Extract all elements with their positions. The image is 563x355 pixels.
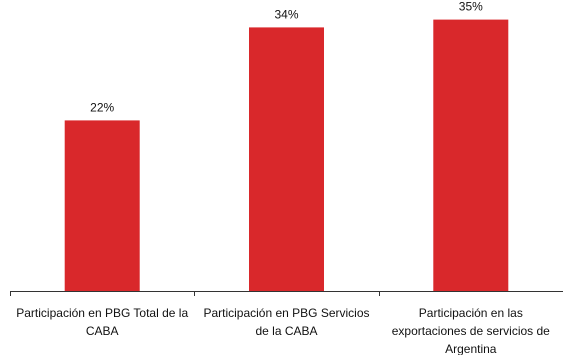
category-label-line: Participación en PBG Total de la bbox=[16, 306, 188, 320]
bars-group bbox=[64, 19, 509, 292]
category-label-3: Participación en las exportaciones de ser… bbox=[392, 306, 550, 355]
data-label-1: 22% bbox=[90, 100, 114, 114]
category-label-line: Participación en PBG Servicios bbox=[203, 306, 369, 320]
category-label-line: exportaciones de servicios de bbox=[392, 324, 550, 338]
category-label-line: Participación en las bbox=[419, 306, 523, 320]
category-label-line: CABA bbox=[86, 324, 119, 338]
value-labels-group: 22% 34% 35% bbox=[90, 0, 483, 114]
category-label-1: Participación en PBG Total de la CABA bbox=[16, 306, 188, 338]
x-axis-ticks bbox=[10, 291, 380, 296]
bar-1 bbox=[64, 120, 140, 292]
category-labels-group: Participación en PBG Total de la CABAPart… bbox=[16, 306, 550, 355]
category-label-2: Participación en PBG Servicios de la CABA bbox=[203, 306, 369, 338]
bar-3 bbox=[433, 19, 509, 291]
data-label-2: 34% bbox=[274, 7, 298, 21]
category-label-line: Argentina bbox=[445, 342, 497, 355]
data-label-3: 35% bbox=[459, 0, 483, 14]
category-label-line: de la CABA bbox=[255, 324, 317, 338]
bar-2 bbox=[249, 27, 324, 292]
